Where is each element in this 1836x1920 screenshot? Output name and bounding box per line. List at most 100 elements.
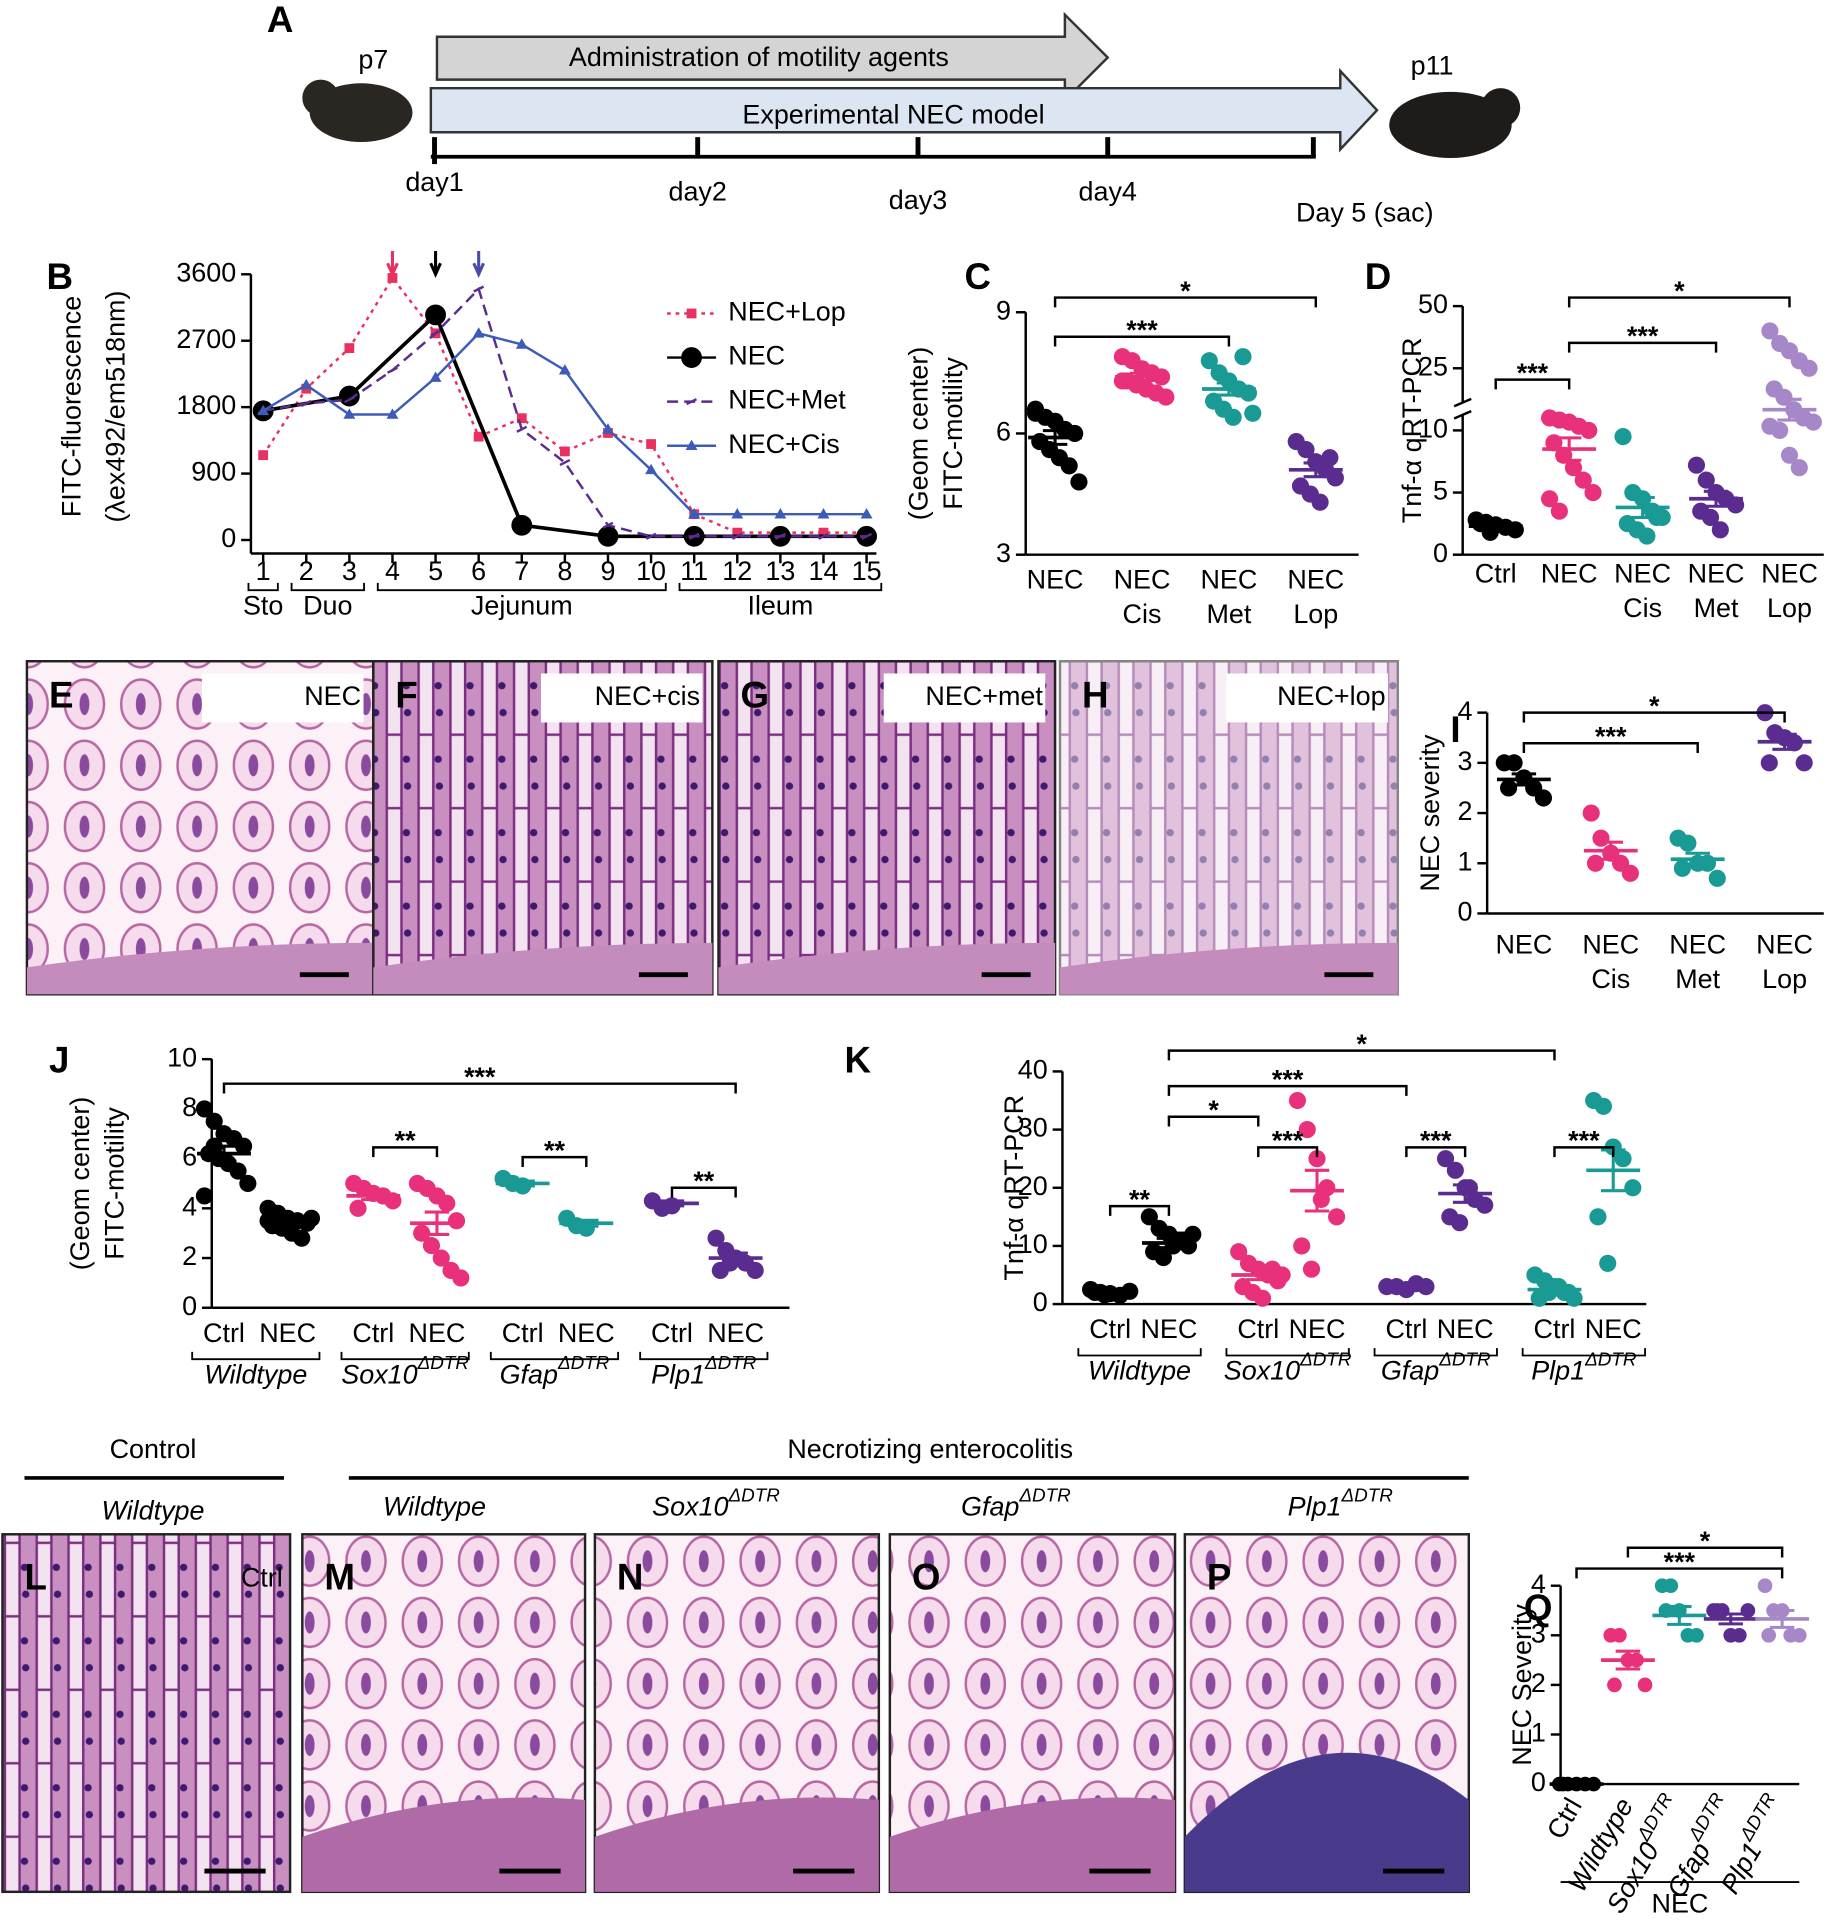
category-label: NEC [1141,1314,1198,1344]
micrograph-mucosa [26,942,374,995]
group-label: Wildtype [204,1359,307,1389]
caption-bg [883,673,1046,723]
category-label-sup: ΔDTR [1735,1789,1780,1845]
category-label: NEC [1289,1314,1346,1344]
x-tick-label: 11 [680,556,708,586]
group-label-sup: ΔDTR [557,1352,610,1373]
data-point [1224,408,1242,426]
data-point [300,399,312,407]
data-point [1804,413,1822,431]
significance-label: ** [395,1126,416,1156]
category-label: Ctrl [1541,1793,1588,1844]
data-point [602,423,614,434]
peak-arrow [386,251,399,279]
data-point [430,329,442,337]
genotype-base: Wildtype [383,1492,486,1522]
data-point [1534,789,1553,807]
y-tick-label: 0 [1457,897,1472,927]
y-tick-label: 50 [1418,289,1448,319]
y-axis-label: Tnf-α qRT-PCR [999,1095,1029,1281]
start-age: p7 [358,44,388,74]
error-bar [1511,772,1537,787]
significance-label: *** [1595,721,1627,751]
data-point [1637,1677,1653,1693]
micrograph-mucosa [373,942,713,995]
legend-label: NEC [728,341,785,371]
data-point [1687,456,1706,474]
category-label: Cis [1591,964,1630,994]
significance-bracket [1522,742,1699,754]
error-bar [275,1219,300,1228]
group-bracket [489,1351,620,1361]
series-line [262,286,867,538]
category-label: Ctrl [1534,1314,1576,1344]
timeline-day: day3 [889,185,947,215]
y-tick-label: 4 [1457,696,1472,726]
data-point [343,396,355,404]
group-bracket [191,1351,321,1361]
group-label: Plp1ΔDTR [1531,1348,1637,1385]
micrograph-mucosa [889,1797,1176,1892]
data-point [1612,1627,1627,1643]
panel-label: K [845,1040,872,1081]
data-point [1592,829,1610,847]
data-point [1648,508,1666,526]
genotype-sup: ΔDTR [728,1484,781,1505]
error-bar [1303,461,1329,479]
y-tick-label: 0 [182,1291,197,1321]
significance-label: *** [1627,321,1659,351]
data-point [515,338,528,349]
data-point [1476,1196,1494,1214]
data-point [1727,496,1745,514]
y-axis-label: (Geom center) [65,1097,95,1271]
data-point [1239,384,1258,402]
y-tick-label: 3600 [176,257,236,287]
group-label-sup: ΔDTR [1438,1348,1491,1369]
category-label: Ctrl [1237,1314,1279,1344]
x-tick-label: 13 [765,556,795,586]
error-bar [1598,840,1624,861]
significance-bracket [372,1146,439,1158]
data-point [688,532,700,540]
data-point [1302,1260,1321,1278]
category-label-base: Plp1 [1715,1837,1768,1899]
y-axis-label: Tnf-α qRT-PCR [1397,338,1427,524]
data-point [646,439,656,449]
header: Necrotizing enterocolitis [787,1434,1073,1464]
y-tick-label: 900 [191,457,236,487]
category-label: NEC [1495,930,1552,960]
group-label-base: Wildtype [1088,1356,1191,1386]
group-label-base: Gfap [500,1359,558,1389]
genotype-base: Gfap [961,1492,1019,1522]
error-bar [1772,732,1797,751]
data-point [1070,473,1088,491]
significance-bracket [521,1155,588,1167]
y-tick-label: 9 [996,295,1011,325]
micrograph [1,1533,292,1894]
category-label: Lop [1293,599,1338,629]
error-bar [361,1190,386,1202]
data-point [1780,446,1799,464]
micrograph-caption: NEC+lop [1277,681,1385,711]
micrograph-mucosa [1184,1752,1469,1892]
group-label-base: Plp1 [651,1359,705,1389]
x-tick-label: 7 [514,556,529,586]
panel-label: J [49,1040,69,1081]
data-point [472,327,485,338]
data-point [1771,421,1789,439]
data-point [387,366,398,374]
group-label-sup: ΔDTR [704,1352,757,1373]
significance-bracket [1575,1567,1784,1579]
data-point [707,1229,725,1247]
data-point [1500,779,1518,797]
genotype-sup: ΔDTR [1341,1484,1394,1505]
x-tick-label: 4 [385,556,400,586]
region-label: Duo [303,590,352,620]
data-point [1638,527,1656,545]
legend-marker [681,347,702,368]
category-label: NEC [558,1318,615,1348]
x-tick-label: 9 [600,556,615,586]
data-point [1234,348,1252,366]
panel-label: H [1082,675,1109,716]
data-point [1060,457,1078,475]
